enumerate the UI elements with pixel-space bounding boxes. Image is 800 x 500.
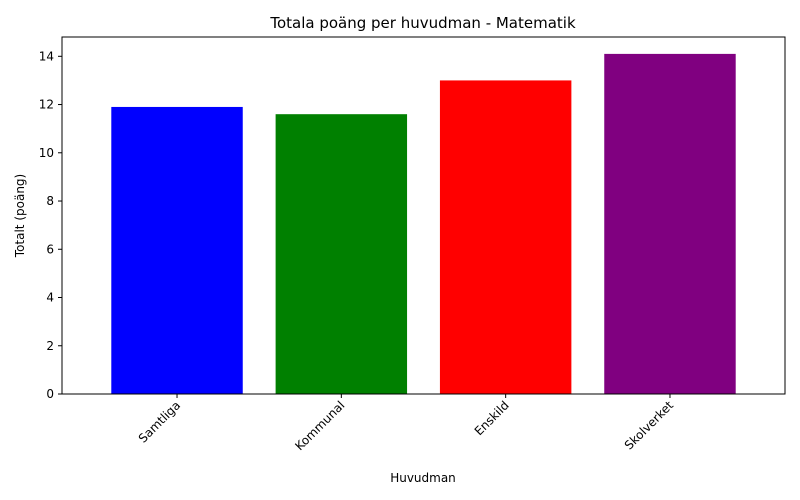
y-tick-label: 2 xyxy=(46,339,54,353)
bar-enskild xyxy=(439,80,572,395)
chart-title: Totala poäng per huvudman - Matematik xyxy=(269,14,576,32)
plot-frame xyxy=(61,36,786,395)
bars-group xyxy=(111,53,736,395)
y-tick-label: 8 xyxy=(46,194,54,208)
x-tick-label: Skolverket xyxy=(622,398,677,453)
x-axis-label: Huvudman xyxy=(390,471,456,485)
x-tick-label: Kommunal xyxy=(292,398,347,453)
y-tick-label: 10 xyxy=(39,146,54,160)
x-axis-ticks: Samtliga Kommunal Enskild Skolverket xyxy=(136,394,677,453)
bar-skolverket xyxy=(604,53,736,394)
y-tick-label: 12 xyxy=(39,98,54,112)
x-tick-label: Enskild xyxy=(472,398,512,438)
bar-kommunal xyxy=(275,114,408,394)
y-tick-label: 4 xyxy=(46,291,54,305)
x-tick-label: Samtliga xyxy=(136,398,183,445)
y-axis-label: Totalt (poäng) xyxy=(13,174,27,258)
y-tick-label: 14 xyxy=(39,49,54,63)
y-tick-label: 0 xyxy=(46,387,54,401)
y-axis-ticks: 0 2 4 6 8 10 12 14 xyxy=(39,49,62,401)
y-tick-label: 6 xyxy=(46,242,54,256)
bar-samtliga xyxy=(111,106,243,394)
